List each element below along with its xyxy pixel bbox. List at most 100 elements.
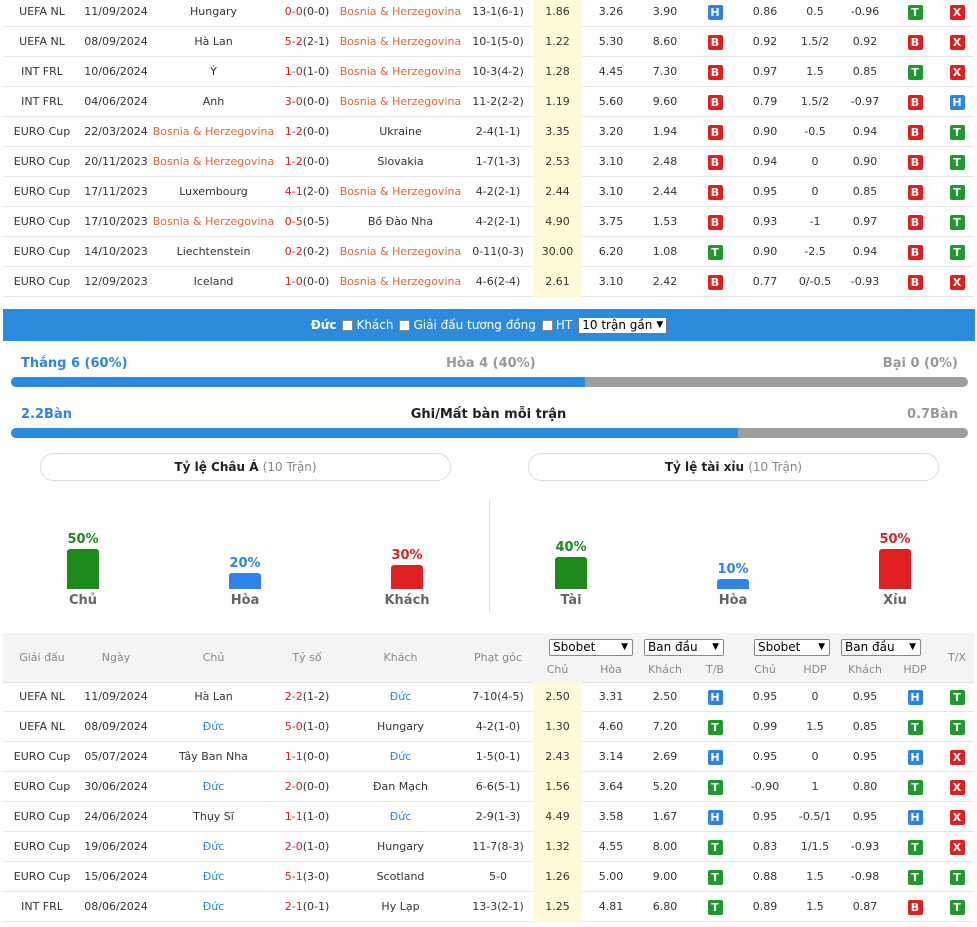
score-cell: 1-1(1-0) [276,802,338,832]
result-badge: B [690,207,740,237]
asian-column: 30% Khách [367,548,447,608]
chevron-down-icon: ▼ [656,319,664,330]
half-time-score: (0-0) [302,155,330,168]
home-team-link[interactable]: Bosnia & Herzegovina [152,125,275,138]
home-team-link[interactable]: Bosnia & Herzegovina [152,155,275,168]
odds-draw: 3.10 [598,185,624,198]
hdp-away: 0.87 [852,900,878,913]
away-team-link[interactable]: Bosnia & Herzegovina [339,95,462,108]
hdp-away: 0.90 [852,155,878,168]
date-cell: 11/09/2024 [84,5,148,18]
home-team-link[interactable]: Anh [202,95,225,108]
table-row: INT FRL 04/06/2024 Anh 3-0(0-0) Bosnia & Her… [3,87,974,117]
home-team-link[interactable]: Luxembourg [179,185,248,198]
result-badge: T [690,832,740,862]
home-team-link[interactable]: Iceland [193,275,234,288]
home-team-link[interactable]: Hà Lan [194,690,233,703]
corners-cell: 4-6(2-4) [475,275,521,288]
ou-title: Tỷ lệ tài xỉu [664,460,745,474]
odds-home: 1.30 [533,712,582,742]
hdp-line: 1.5/2 [800,35,830,48]
half-time-score: (1-0) [302,720,330,733]
away-team-link[interactable]: Scotland [376,870,425,883]
result-letter: B [907,899,923,915]
score-cell: 1-0(1-0) [276,57,338,87]
result-letter: B [907,94,923,110]
away-team-link[interactable]: Đức [389,750,412,763]
result-letter: B [707,64,723,80]
away-team-link[interactable]: Bồ Đào Nha [367,215,434,228]
full-time-score: 0-0 [284,5,303,18]
result-letter: T [907,839,923,855]
away-team-link[interactable]: Hy Lạp [381,900,420,913]
hdp-result-badge: B [890,267,940,297]
away-checkbox[interactable]: Khách [342,318,393,332]
odds-draw: 4.81 [598,900,624,913]
ht-checkbox[interactable]: HT [541,318,572,332]
corners-cell: 1-5(0-1) [475,750,521,763]
away-team-link[interactable]: Bosnia & Herzegovina [339,245,462,258]
home-team-link[interactable]: Liechtenstein [176,245,251,258]
result-letter: T [907,869,923,885]
result-letter: T [949,899,965,915]
score-cell: 4-1(2-0) [276,177,338,207]
result-letter: T [707,869,723,885]
ou-result-badge: T [940,207,974,237]
home-team-link[interactable]: Đức [202,720,225,733]
match-count-select[interactable]: 10 trận gần ▼ [578,316,668,334]
away-team-link[interactable]: Hungary [377,720,424,733]
league-cell: UEFA NL [19,720,65,733]
away-team-link[interactable]: Ukraine [379,125,422,138]
hdp-provider-select[interactable]: Sbobet ▼ [754,639,830,656]
hdp-away: 0.94 [852,125,878,138]
odds-home: 30.00 [533,237,582,267]
league-cell: EURO Cup [13,870,71,883]
result-badge: B [690,117,740,147]
result-letter: B [907,274,923,290]
result-letter: X [949,749,965,765]
home-team-link[interactable]: Thụy Sĩ [193,810,234,823]
away-team-link[interactable]: Bosnia & Herzegovina [339,275,462,288]
odds-away: 2.50 [652,690,678,703]
checkbox-box[interactable] [399,320,411,331]
same-league-checkbox[interactable]: Giải đấu tương đồng [399,318,536,332]
table-row: EURO Cup 05/07/2024 Tây Ban Nha 1-1(0-0) Đức… [3,742,974,772]
home-team-link[interactable]: Đức [202,780,225,793]
away-team-link[interactable]: Đức [389,690,412,703]
result-letter: B [707,34,723,50]
away-team-link[interactable]: Bosnia & Herzegovina [339,5,462,18]
home-team-link[interactable]: Đức [202,840,225,853]
hdp-type-select[interactable]: Ban đầu ▼ [841,639,921,656]
corners-cell: 4-2(1-0) [475,720,521,733]
hdp-result-badge: H [890,802,940,832]
away-team-link[interactable]: Bosnia & Herzegovina [339,185,462,198]
away-team-link[interactable]: Slovakia [377,155,424,168]
home-team-link[interactable]: Hungary [190,5,237,18]
away-team-link[interactable]: Bosnia & Herzegovina [339,65,462,78]
home-team-link[interactable]: Tây Ban Nha [179,750,248,763]
odds-away: 2.48 [652,155,678,168]
away-team-link[interactable]: Đức [389,810,412,823]
odds-provider-select[interactable]: Sbobet ▼ [549,639,633,656]
home-team-link[interactable]: Ý [210,65,217,78]
odds-home: 1.56 [533,772,582,802]
home-team-link[interactable]: Hà Lan [194,35,233,48]
odds-type-select[interactable]: Ban đầu ▼ [644,639,724,656]
full-time-score: 5-2 [284,35,303,48]
away-team-link[interactable]: Hungary [377,840,424,853]
home-team-link[interactable]: Đức [202,870,225,883]
home-team-link[interactable]: Bosnia & Herzegovina [152,215,275,228]
result-letter: B [707,214,723,230]
checkbox-box[interactable] [541,320,553,331]
hdp-away: 0.85 [852,65,878,78]
odds-home: 1.32 [533,832,582,862]
checkbox-box[interactable] [342,320,354,331]
odds-draw: 3.10 [598,275,624,288]
home-team-link[interactable]: Đức [202,900,225,913]
hdp-result-badge: B [890,892,940,922]
hdp-home: 0.99 [752,720,778,733]
league-cell: EURO Cup [13,275,71,288]
league-cell: UEFA NL [19,690,65,703]
away-team-link[interactable]: Bosnia & Herzegovina [339,35,462,48]
away-team-link[interactable]: Đan Mạch [373,780,428,793]
